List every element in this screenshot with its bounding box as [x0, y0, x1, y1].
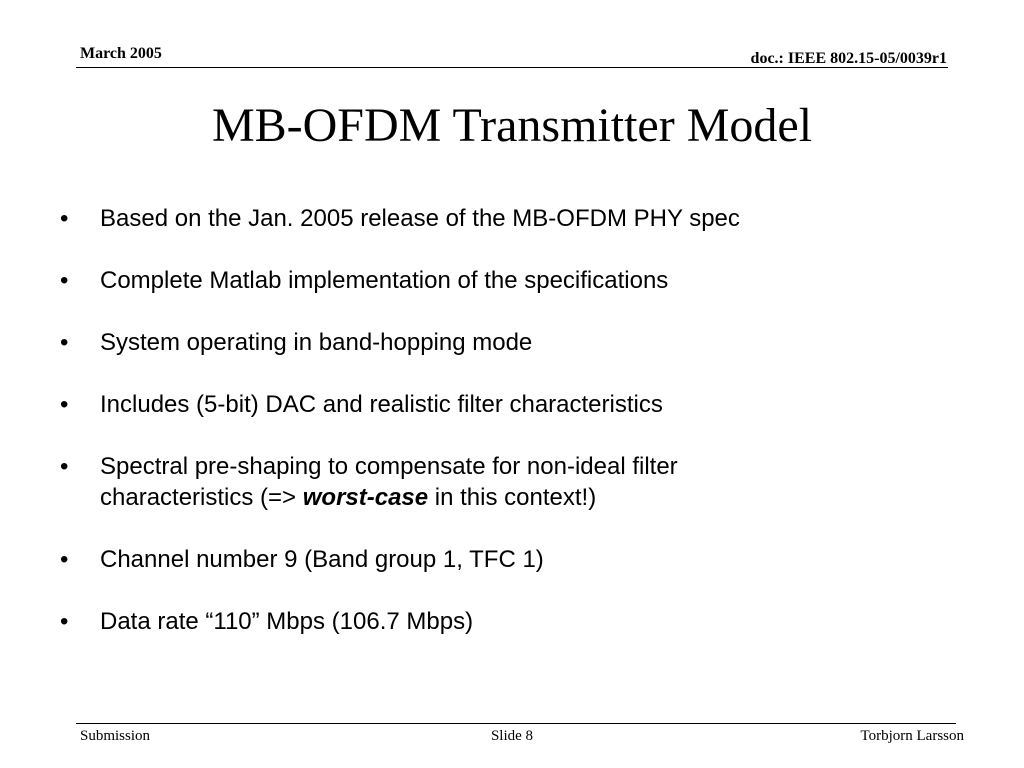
slide-title: MB-OFDM Transmitter Model	[211, 99, 813, 152]
bullet-text: Complete Matlab implementation of the sp…	[100, 267, 669, 294]
bullet-text-line-1: Spectral pre-shaping to compensate for n…	[100, 453, 678, 480]
bullet-text-emphasis: worst-case	[302, 484, 429, 511]
bullet-text-line-2-suffix: in this context!)	[428, 484, 597, 511]
header-divider	[76, 67, 948, 68]
bullet-item: • Spectral pre-shaping to compensate for…	[60, 451, 950, 513]
footer-author: Torbjorn Larsson	[860, 728, 964, 744]
header-document-id: doc.: IEEE 802.15-05/0039r1	[750, 50, 947, 67]
bullet-item: • System operating in band-hopping mode	[60, 327, 950, 358]
bullet-marker: •	[60, 608, 69, 635]
bullet-marker: •	[60, 267, 69, 294]
bullet-item: • Channel number 9 (Band group 1, TFC 1)	[60, 544, 950, 575]
footer-submission: Submission	[80, 728, 151, 744]
bullet-text: Includes (5-bit) DAC and realistic filte…	[100, 391, 663, 418]
footer-slide-number: Slide 8	[490, 728, 534, 744]
bullet-text: System operating in band-hopping mode	[100, 329, 533, 356]
bullet-item: • Complete Matlab implementation of the …	[60, 265, 950, 296]
bullet-marker: •	[60, 546, 69, 573]
bullet-marker: •	[60, 453, 69, 480]
bullet-item: • Based on the Jan. 2005 release of the …	[60, 203, 950, 234]
header-date: March 2005	[80, 45, 162, 62]
bullet-text: Channel number 9 (Band group 1, TFC 1)	[100, 546, 544, 573]
bullet-item: • Data rate “110” Mbps (106.7 Mbps)	[60, 606, 950, 637]
bullet-list: • Based on the Jan. 2005 release of the …	[60, 203, 950, 668]
bullet-text: Based on the Jan. 2005 release of the MB…	[100, 205, 740, 232]
bullet-text: Data rate “110” Mbps (106.7 Mbps)	[100, 608, 474, 635]
bullet-marker: •	[60, 391, 69, 418]
bullet-marker: •	[60, 329, 69, 356]
bullet-item: • Includes (5-bit) DAC and realistic fil…	[60, 389, 950, 420]
bullet-marker: •	[60, 205, 69, 232]
bullet-text-line-2-prefix: characteristics (=>	[100, 484, 303, 511]
footer-divider	[76, 723, 956, 724]
